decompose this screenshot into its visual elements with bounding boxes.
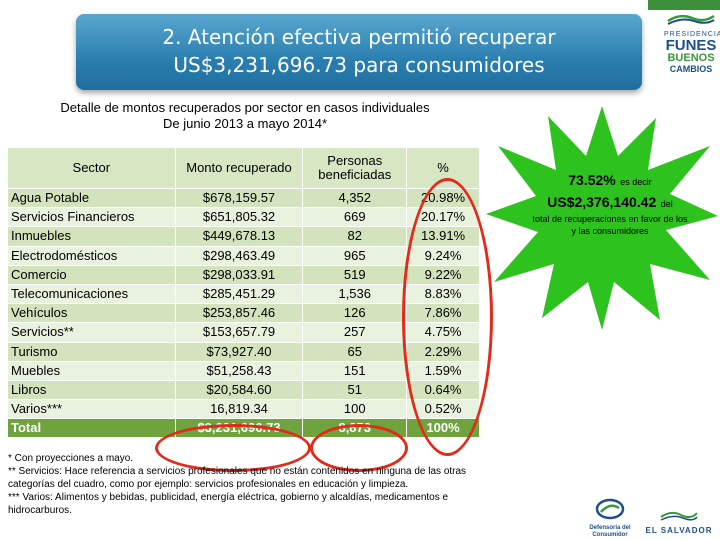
cell-monto: $678,159.57	[174, 187, 304, 209]
highlight-oval-total-people	[310, 424, 408, 472]
el-salvador-logo: EL SALVADOR	[640, 508, 718, 535]
cell-sector: Libros	[7, 379, 176, 401]
table-title: Detalle de montos recuperados por sector…	[10, 100, 480, 132]
cell-sector: Inmuebles	[7, 226, 176, 247]
footnote-3: *** Varios: Alimentos y bebidas, publici…	[8, 492, 449, 516]
table-title-line-2: De junio 2013 a mayo 2014*	[162, 116, 328, 131]
cell-sector: Agua Potable	[7, 187, 176, 209]
cell-sector: Servicios Financieros	[7, 207, 176, 228]
cell-monto: $51,258.43	[174, 360, 304, 381]
header-personas: Personas beneficiadas	[302, 147, 408, 189]
starburst-callout: 73.52% es decir US$2,376,140.42 del tota…	[530, 170, 690, 237]
burst-percent: 73.52%	[568, 172, 616, 188]
header-sector: Sector	[7, 147, 176, 189]
title-line-2: US$3,231,696.73 para consumidores	[173, 53, 545, 77]
title-banner: 2. Atención efectiva permitió recuperar …	[76, 14, 642, 90]
el-salvador-logo-text: EL SALVADOR	[645, 526, 713, 535]
defensoria-logo-text: Defensoría del Consumidor	[589, 525, 631, 538]
top-green-strip	[648, 0, 720, 10]
table-title-line-1: Detalle de montos recuperados por sector…	[60, 100, 430, 115]
cell-sector: Varios***	[7, 399, 176, 420]
cell-monto: $253,857.46	[174, 303, 304, 324]
el-salvador-wave-icon	[660, 511, 698, 521]
cell-personas: 1,536	[302, 283, 408, 305]
cell-personas: 126	[302, 303, 408, 324]
cell-sector: Comercio	[7, 264, 176, 285]
cell-monto: $285,451.29	[174, 283, 304, 305]
footnote-2: ** Servicios: Hace referencia a servicio…	[8, 466, 467, 490]
cell-monto: $651,805.32	[174, 207, 304, 228]
cell-personas: 257	[302, 322, 408, 343]
burst-description: total de recuperaciones en favor de los …	[532, 214, 688, 236]
burst-amount: US$2,376,140.42	[547, 194, 657, 210]
cell-monto: $20,584.60	[174, 379, 304, 401]
table-row: Servicios Financieros $651,805.32 669 20…	[7, 207, 480, 228]
presidencia-wave-icon	[667, 14, 715, 25]
logo-cambios-text: CAMBIOS	[669, 64, 713, 74]
presidencia-logo: PRESIDENCIA FUNES BUENOS CAMBIOS	[664, 12, 720, 74]
cell-personas: 100	[302, 399, 408, 420]
cell-personas: 82	[302, 226, 408, 247]
defensoria-logo: Defensoría del Consumidor	[582, 498, 638, 538]
cell-sector: Electrodomésticos	[7, 245, 176, 266]
cell-monto: 16,819.34	[174, 399, 304, 420]
title-line-1: 2. Atención efectiva permitió recuperar	[162, 25, 556, 49]
logo-presidencia-text: PRESIDENCIA	[664, 31, 720, 38]
cell-personas: 4,352	[302, 187, 408, 209]
footnotes: * Con proyecciones a mayo. ** Servicios:…	[8, 452, 483, 517]
cell-personas: 65	[302, 341, 408, 362]
cell-sector: Muebles	[7, 360, 176, 381]
cell-monto: $73,927.40	[174, 341, 304, 362]
cell-personas: 669	[302, 207, 408, 228]
logo-buenos-text: BUENOS	[667, 52, 715, 64]
cell-personas: 151	[302, 360, 408, 381]
total-sector: Total	[7, 418, 176, 439]
cell-sector: Telecomunicaciones	[7, 283, 176, 305]
cell-monto: $298,033.91	[174, 264, 304, 285]
highlight-oval-total-amount	[155, 424, 311, 472]
burst-es-decir: es decir	[620, 177, 652, 187]
cell-monto: $449,678.13	[174, 226, 304, 247]
cell-monto: $298,463.49	[174, 245, 304, 266]
cell-personas: 519	[302, 264, 408, 285]
cell-sector: Turismo	[7, 341, 176, 362]
table-row: Varios*** 16,819.34 100 0.52%	[7, 399, 480, 420]
cell-personas: 965	[302, 245, 408, 266]
cell-monto: $153,657.79	[174, 322, 304, 343]
highlight-oval-percent	[402, 178, 493, 456]
defensoria-emblem-icon	[595, 498, 625, 520]
burst-del: del	[660, 199, 673, 209]
header-monto: Monto recuperado	[174, 147, 304, 189]
logo-funes-text: FUNES	[665, 37, 717, 54]
starburst-shape	[486, 106, 718, 330]
table-row: Agua Potable $678,159.57 4,352 20.98%	[7, 187, 480, 209]
cell-personas: 51	[302, 379, 408, 401]
cell-sector: Servicios**	[7, 322, 176, 343]
cell-sector: Vehículos	[7, 303, 176, 324]
footnote-1: * Con proyecciones a mayo.	[8, 453, 134, 464]
